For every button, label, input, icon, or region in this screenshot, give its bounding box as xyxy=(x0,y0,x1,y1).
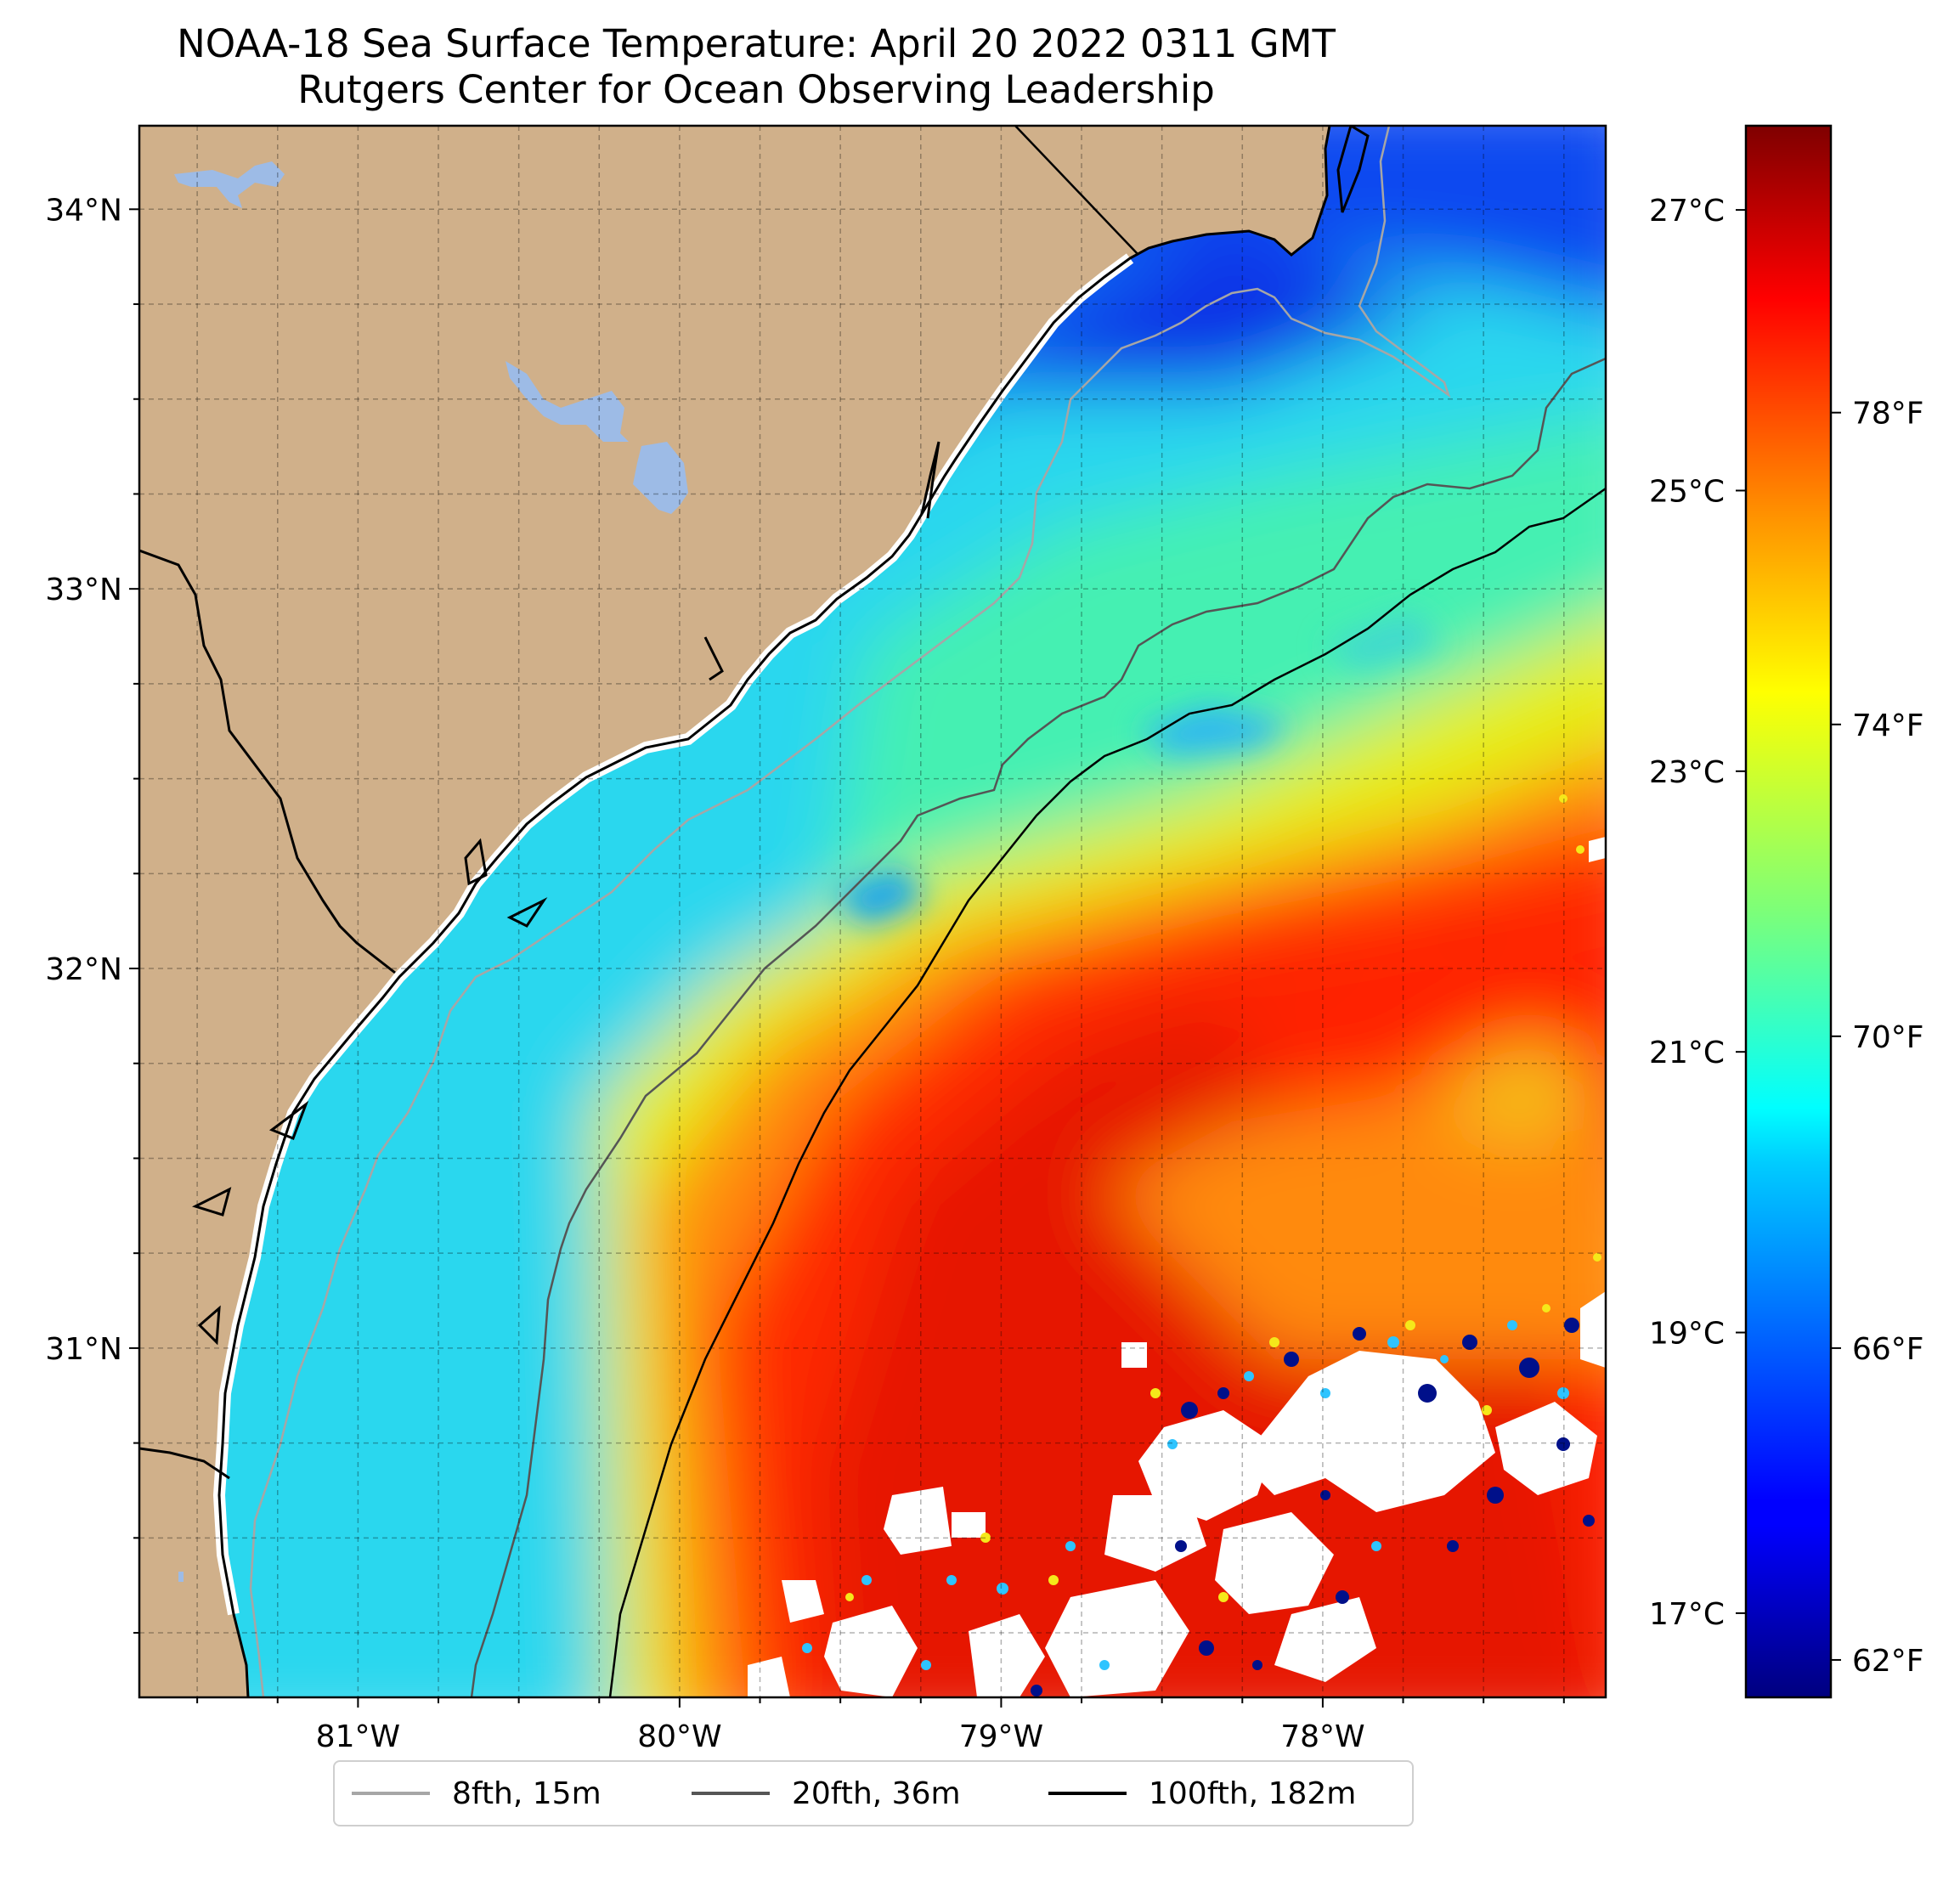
legend-item-20fth: 20fth, 36m xyxy=(692,1762,961,1825)
legend-item-8fth: 8fth, 15m xyxy=(352,1762,602,1825)
cloud-edge-speckle xyxy=(802,794,1601,1697)
state-boundary-ga-fl xyxy=(139,1447,230,1480)
chart-subtitle: Rutgers Center for Ocean Observing Leade… xyxy=(297,67,1215,112)
celsius-tick-label: 25°C xyxy=(1649,474,1725,509)
map-axis-ticks xyxy=(129,208,1565,1708)
state-boundary-nc-sc xyxy=(1014,126,1139,256)
latitude-tick-label: 31°N xyxy=(45,1332,122,1367)
cloud-mask xyxy=(748,837,1606,1697)
latitude-tick-labels: 31°N 32°N 33°N 34°N xyxy=(45,193,122,1367)
fahrenheit-tick-label: 78°F xyxy=(1852,397,1924,432)
isobath-8fth xyxy=(249,126,1451,1697)
legend-item-100fth: 100fth, 182m xyxy=(1048,1762,1356,1825)
map-grid xyxy=(139,126,1606,1697)
longitude-tick-label: 78°W xyxy=(1280,1719,1364,1754)
legend-label: 20fth, 36m xyxy=(792,1776,961,1811)
latitude-tick-label: 32°N xyxy=(45,952,122,987)
celsius-tick-label: 17°C xyxy=(1649,1597,1725,1632)
legend-swatch xyxy=(1048,1792,1127,1795)
latitude-tick-label: 34°N xyxy=(45,193,122,228)
celsius-tick-label: 27°C xyxy=(1649,194,1725,229)
lakes xyxy=(174,161,688,1582)
fahrenheit-tick-label: 66°F xyxy=(1852,1332,1924,1367)
celsius-tick-label: 23°C xyxy=(1649,755,1725,790)
map-frame xyxy=(138,124,1607,1699)
longitude-tick-label: 81°W xyxy=(316,1719,400,1754)
isobath-20fth xyxy=(470,357,1606,1697)
longitude-tick-label: 79°W xyxy=(959,1719,1043,1754)
celsius-tick-label: 19°C xyxy=(1649,1317,1725,1352)
celsius-tick-label: 21°C xyxy=(1649,1036,1725,1070)
legend-label: 8fth, 15m xyxy=(452,1776,602,1811)
fahrenheit-tick-label: 74°F xyxy=(1852,709,1924,743)
legend-swatch xyxy=(692,1792,770,1795)
legend-swatch xyxy=(352,1792,430,1795)
isobath-100fth xyxy=(608,487,1606,1697)
colorbar-celsius-ticks: 17°C 19°C 21°C 23°C 25°C 27°C xyxy=(1649,194,1746,1632)
chart-title: NOAA-18 Sea Surface Temperature: April 2… xyxy=(177,21,1336,66)
sea-surface-temperature-field xyxy=(139,126,1606,1697)
coastline xyxy=(217,126,1331,1697)
fahrenheit-tick-label: 62°F xyxy=(1852,1644,1924,1679)
state-boundary-sc-ga xyxy=(139,549,396,974)
colorbar-fahrenheit-ticks: 62°F 66°F 70°F 74°F 78°F xyxy=(1831,397,1924,1679)
legend-label: 100fth, 182m xyxy=(1149,1776,1357,1811)
longitude-tick-label: 80°W xyxy=(637,1719,721,1754)
isobath-legend: 8fth, 15m 20fth, 36m 100fth, 182m xyxy=(333,1760,1414,1826)
longitude-tick-labels: 81°W 80°W 79°W 78°W xyxy=(316,1719,1365,1754)
colorbar xyxy=(1744,124,1833,1699)
latitude-tick-label: 33°N xyxy=(45,573,122,607)
land-area xyxy=(139,126,1330,1697)
fahrenheit-tick-label: 70°F xyxy=(1852,1020,1924,1055)
